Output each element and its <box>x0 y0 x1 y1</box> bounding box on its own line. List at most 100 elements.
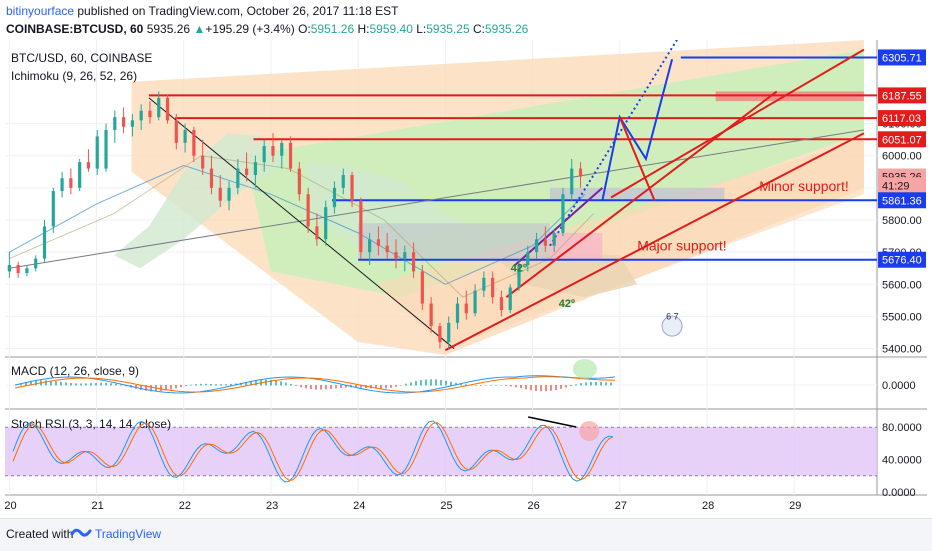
ichimoku-cloud-bear <box>497 252 638 298</box>
low-value: 5935.25 <box>426 22 470 36</box>
watermark-text: 6 7 <box>666 312 679 322</box>
stoch-y-tick-label: 0.0000 <box>882 487 916 499</box>
candle-body <box>16 265 20 274</box>
macd-histogram-bar <box>250 381 252 386</box>
macd-histogram-bar <box>570 385 572 387</box>
publish-line: bitinyourface published on TradingView.c… <box>6 4 398 18</box>
candle-body <box>438 326 442 343</box>
x-tick-label: 29 <box>789 500 801 512</box>
candle-body <box>95 136 99 169</box>
trend-line-red <box>610 48 865 199</box>
macd-histogram-bar <box>485 385 487 386</box>
macd-histogram-bar <box>65 382 67 386</box>
x-tick-label: 21 <box>92 500 104 512</box>
major-support-box-pink <box>550 232 603 259</box>
chart-annotation: 42º <box>511 262 527 274</box>
ohlc-line: COINBASE:BTCUSD, 60 5935.26 ▲+195.29 (+3… <box>6 22 528 36</box>
stoch-y-tick-label: 80.0000 <box>882 422 922 434</box>
macd-histogram-bar <box>195 384 197 386</box>
macd-line <box>14 375 616 394</box>
candle-body <box>482 277 486 291</box>
trend-line-blue-dotted <box>549 40 679 247</box>
stoch-legend: Stoch RSI (3, 3, 14, 14, close) <box>11 417 171 431</box>
macd-histogram-bar <box>380 385 382 389</box>
macd-histogram-bar <box>505 385 507 386</box>
macd-histogram-bar <box>550 385 552 391</box>
macd-histogram-bar <box>530 385 532 391</box>
macd-histogram-bar <box>275 380 277 386</box>
macd-signal-line <box>14 376 616 393</box>
x-tick-label: 27 <box>615 500 627 512</box>
candle-body <box>394 252 398 259</box>
macd-histogram-bar <box>330 385 332 389</box>
open-value: 5951.26 <box>310 22 355 36</box>
macd-histogram-bar <box>60 381 62 386</box>
macd-histogram-bar <box>220 384 222 386</box>
candle-body <box>359 200 363 253</box>
candle-body <box>341 175 345 188</box>
macd-histogram-bar <box>420 380 422 386</box>
macd-histogram-bar <box>80 383 82 386</box>
price-label-text: 6305.71 <box>882 52 922 64</box>
lower-orange-band <box>375 139 864 349</box>
tradingview-logo-icon <box>70 528 92 537</box>
candle-body <box>245 168 249 175</box>
candle-body <box>165 97 170 121</box>
macd-histogram-bar <box>165 385 167 391</box>
macd-histogram-bar <box>230 383 232 386</box>
macd-histogram-bar <box>20 383 22 386</box>
y-tick-label: 5400.00 <box>882 344 922 356</box>
stoch-y-tick-label: 40.0000 <box>882 455 922 467</box>
legend-indicator: Ichimoku (9, 26, 52, 26) <box>11 69 137 83</box>
symbol-label: COINBASE:BTCUSD, 60 <box>6 22 144 36</box>
y-tick-label: 5800.00 <box>882 215 922 227</box>
candle-body <box>473 290 477 314</box>
candle-body <box>192 130 196 156</box>
candle-body <box>174 120 178 143</box>
footer: Created with TradingView <box>0 518 932 551</box>
candle-body <box>69 178 73 188</box>
minor-support-box <box>550 187 725 201</box>
tradingview-link[interactable]: TradingView <box>95 527 162 541</box>
trend-line-down <box>148 97 455 349</box>
macd-histogram-bar <box>555 385 557 390</box>
macd-histogram-bar <box>190 384 192 386</box>
macd-histogram-bar <box>270 379 272 386</box>
trend-line-red <box>505 90 778 298</box>
macd-histogram-bar <box>535 385 537 391</box>
y-tick-label: 6000.00 <box>882 151 922 163</box>
macd-histogram-bar <box>450 381 452 386</box>
macd-histogram-bar <box>565 385 567 388</box>
macd-histogram-bar <box>415 381 417 386</box>
candle-body <box>78 162 82 188</box>
x-tick-label: 26 <box>528 500 540 512</box>
macd-histogram-bar <box>475 385 477 386</box>
last-price: 5935.26 <box>146 22 191 36</box>
kijun-line <box>9 155 594 298</box>
macd-histogram-bar <box>90 383 92 386</box>
price-label-text: 5676.40 <box>882 255 922 267</box>
legend-symbol: BTC/USD, 60, COINBASE <box>11 51 152 65</box>
open-label: O: <box>298 22 311 36</box>
candle-body <box>447 322 451 343</box>
price-label-box <box>878 177 926 194</box>
candle-body <box>578 168 583 177</box>
macd-histogram-bar <box>425 379 427 386</box>
macd-histogram-bar <box>55 381 57 386</box>
macd-histogram-bar <box>510 385 512 387</box>
candle-body <box>130 120 134 127</box>
macd-histogram-bar <box>410 382 412 386</box>
candle-body <box>429 303 433 327</box>
macd-histogram-bar <box>115 383 117 386</box>
macd-histogram-bar <box>355 385 357 388</box>
chart-canvas[interactable]: Minor support! Major support! 42º 42º BTC/US… <box>5 40 927 516</box>
author-link[interactable]: bitinyourface <box>6 4 75 18</box>
candle-body <box>183 130 187 143</box>
candle-body <box>113 117 117 130</box>
macd-histogram-bar <box>525 385 527 390</box>
candle-body <box>411 252 416 272</box>
macd-histogram-bar <box>520 385 522 389</box>
stoch-band <box>5 427 877 476</box>
close-value: 5935.26 <box>484 22 529 36</box>
macd-histogram-bar <box>610 382 612 386</box>
